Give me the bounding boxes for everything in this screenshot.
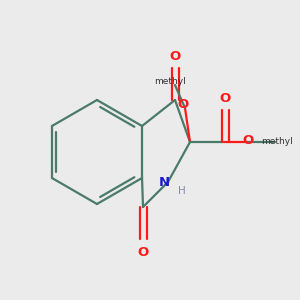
Text: N: N	[158, 176, 169, 190]
Text: O: O	[219, 92, 231, 106]
Text: H: H	[178, 186, 186, 196]
Text: O: O	[137, 245, 148, 259]
Text: O: O	[177, 98, 189, 110]
Text: O: O	[242, 134, 253, 146]
Text: methyl: methyl	[154, 76, 186, 85]
Text: O: O	[169, 50, 181, 64]
Text: methyl: methyl	[261, 136, 293, 146]
